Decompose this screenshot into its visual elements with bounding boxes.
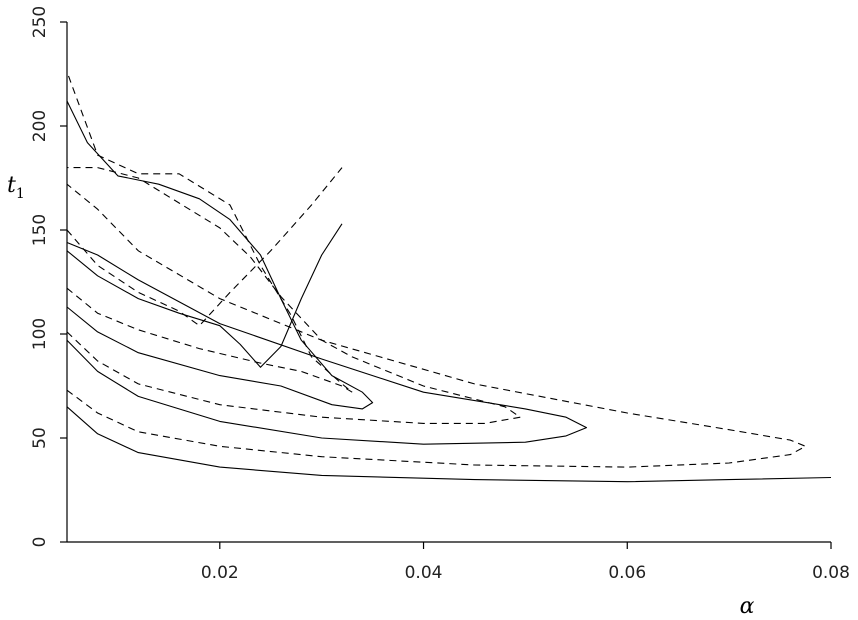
contour-line-7	[66, 223, 343, 368]
y-tick-label: 50	[30, 427, 50, 449]
x-axis-label: α	[740, 594, 755, 619]
y-tick-label: 150	[30, 214, 50, 246]
y-axis-label: t1	[7, 173, 25, 202]
y-ticks: 0 50 100 150 200 250	[30, 6, 67, 548]
contour-line-8	[66, 167, 343, 327]
x-tick-label: 0.04	[405, 563, 443, 583]
contour-line-5	[66, 100, 374, 410]
y-tick-label: 200	[30, 110, 50, 142]
contour-line-6	[66, 71, 353, 393]
x-tick-label: 0.08	[812, 563, 850, 583]
contour-line-3	[66, 241, 588, 445]
y-tick-label: 0	[30, 537, 50, 548]
contour-line-2	[66, 183, 807, 468]
x-tick-label: 0.02	[201, 563, 239, 583]
x-ticks: 0.02 0.04 0.06 0.08	[201, 542, 850, 583]
y-axis-label-main: t	[7, 173, 16, 198]
contour-line-1	[66, 406, 832, 483]
axes	[66, 22, 831, 543]
y-tick-label: 100	[30, 318, 50, 350]
y-axis-label-subscript: 1	[16, 186, 25, 202]
y-tick-label: 250	[30, 6, 50, 38]
contour-line-4	[66, 167, 521, 424]
contour-series	[66, 71, 832, 483]
x-tick-label: 0.06	[608, 563, 646, 583]
